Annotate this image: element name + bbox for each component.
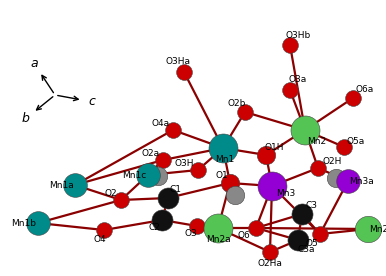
Point [170, 128, 176, 132]
Point [350, 96, 356, 100]
Text: O1: O1 [216, 171, 229, 179]
Point [181, 70, 187, 74]
Text: Mn1a: Mn1a [49, 181, 73, 190]
Text: Mn2b: Mn2b [369, 224, 386, 233]
Point [159, 218, 165, 222]
Point [365, 227, 371, 231]
Text: O3Ha: O3Ha [166, 57, 191, 67]
Point [155, 174, 161, 178]
Text: Mn3: Mn3 [276, 190, 296, 198]
Text: O3H: O3H [174, 160, 194, 169]
Text: O5a: O5a [347, 137, 365, 145]
Text: Mn3a: Mn3a [350, 176, 374, 185]
Text: O3a: O3a [289, 76, 307, 84]
Text: O4a: O4a [152, 120, 170, 129]
Point [317, 232, 323, 236]
Text: b: b [22, 112, 29, 125]
Text: a: a [30, 57, 38, 70]
Text: O6a: O6a [356, 86, 374, 94]
Text: O3Hb: O3Hb [285, 31, 311, 39]
Text: O2a: O2a [142, 150, 160, 158]
Text: O4: O4 [94, 235, 106, 245]
Point [295, 238, 301, 242]
Text: O2: O2 [105, 190, 117, 198]
Point [253, 226, 259, 230]
Point [263, 153, 269, 157]
Point [341, 145, 347, 149]
Point [195, 168, 201, 172]
Text: Mn2: Mn2 [307, 137, 327, 147]
Text: O3: O3 [185, 230, 197, 238]
Text: O2Ha: O2Ha [257, 259, 283, 269]
Text: Mn1: Mn1 [215, 155, 235, 164]
Point [287, 43, 293, 47]
Point [215, 226, 221, 230]
Text: C2: C2 [148, 224, 160, 232]
Point [345, 179, 351, 183]
Point [242, 110, 248, 114]
Point [101, 228, 107, 232]
Text: O1H: O1H [264, 142, 284, 152]
Point [118, 198, 124, 202]
Point [165, 196, 171, 200]
Text: Mn1c: Mn1c [122, 171, 146, 179]
Text: O5: O5 [306, 240, 318, 248]
Point [299, 212, 305, 216]
Text: Mn2a: Mn2a [206, 235, 230, 245]
Text: O6: O6 [238, 232, 251, 240]
Point [160, 158, 166, 162]
Text: C3a: C3a [297, 245, 315, 254]
Point [315, 166, 321, 170]
Text: C3: C3 [306, 201, 318, 211]
Point [287, 88, 293, 92]
Point [35, 221, 41, 225]
Text: O2b: O2b [228, 100, 246, 108]
Point [227, 181, 233, 185]
Point [269, 184, 275, 188]
Point [267, 250, 273, 254]
Text: c: c [89, 95, 95, 108]
Text: O2H: O2H [322, 158, 342, 166]
Point [220, 146, 226, 150]
Point [72, 183, 78, 187]
Point [194, 224, 200, 228]
Point [232, 193, 238, 197]
Text: Mn1b: Mn1b [12, 219, 37, 227]
Point [145, 173, 151, 177]
Point [333, 176, 339, 180]
Text: C1: C1 [170, 185, 182, 195]
Point [302, 128, 308, 132]
